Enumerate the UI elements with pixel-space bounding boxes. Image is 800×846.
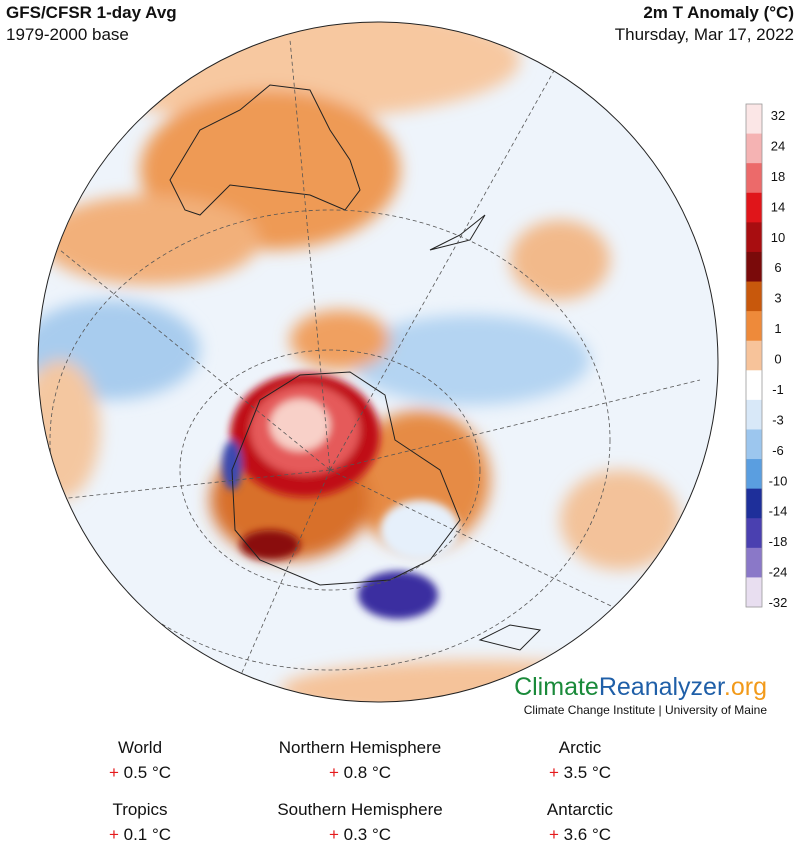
colorbar-segment xyxy=(746,488,762,519)
colorbar-segment xyxy=(746,370,762,401)
stats: World + 0.5 °C Northern Hemisphere + 0.8 °C… xyxy=(109,738,614,844)
stat-number: 0.5 °C xyxy=(124,763,171,782)
stat-number: 0.3 °C xyxy=(344,825,391,844)
colorbar-segment xyxy=(746,577,762,608)
stat-value: + 3.5 °C xyxy=(549,763,611,782)
stat-sign: + xyxy=(329,825,339,844)
colorbar-label: 1 xyxy=(774,321,781,336)
colorbar-label: -1 xyxy=(772,382,784,397)
stat-number: 0.1 °C xyxy=(124,825,171,844)
colorbar-segment xyxy=(746,222,762,253)
colorbar-segment xyxy=(746,547,762,578)
logo-subtitle: Climate Change Institute | University of… xyxy=(524,703,768,717)
colorbar-label: -6 xyxy=(772,443,784,458)
stat-sign: + xyxy=(109,825,119,844)
colorbar-label: 6 xyxy=(774,260,781,275)
stat-region: Arctic xyxy=(559,738,602,757)
logo-part: Reanalyzer xyxy=(599,673,725,701)
colorbar-frame xyxy=(745,103,763,608)
stat-number: 3.5 °C xyxy=(564,763,611,782)
colorbar-label: 18 xyxy=(771,169,785,184)
stat-value: + 0.1 °C xyxy=(109,825,171,844)
colorbar-segment xyxy=(746,340,762,371)
stat-number: 0.8 °C xyxy=(344,763,391,782)
colorbar-segment xyxy=(746,399,762,430)
colorbar-label: 0 xyxy=(774,352,781,367)
colorbar-segment xyxy=(746,251,762,283)
stat-region: Southern Hemisphere xyxy=(277,800,442,819)
colorbar-label: -24 xyxy=(769,565,788,580)
stat-region: World xyxy=(118,738,162,757)
colorbar-segment xyxy=(746,104,762,135)
stat-region: Tropics xyxy=(112,800,167,819)
stat-region: Northern Hemisphere xyxy=(279,738,442,757)
logo-part: .org xyxy=(724,673,767,701)
globe-map xyxy=(38,22,718,702)
stat-sign: + xyxy=(549,825,559,844)
logo: ClimateReanalyzer.org xyxy=(514,673,767,701)
stat-value: + 0.3 °C xyxy=(329,825,391,844)
colorbar-label: -18 xyxy=(769,534,788,549)
colorbar-label: 10 xyxy=(771,230,785,245)
colorbar-label: -3 xyxy=(772,412,784,427)
stat-sign: + xyxy=(329,763,339,782)
colorbar-label: -10 xyxy=(769,473,788,488)
colorbar-segment xyxy=(746,192,762,223)
colorbar-segment xyxy=(746,163,762,194)
colorbar-segment xyxy=(746,429,762,460)
colorbar-segment xyxy=(746,311,762,342)
stat-sign: + xyxy=(109,763,119,782)
colorbar-segment xyxy=(746,518,762,549)
colorbar-segment xyxy=(746,133,762,164)
colorbar-label: -14 xyxy=(769,504,788,519)
variable: 2m T Anomaly (°C) xyxy=(643,3,794,22)
stat-number: 3.6 °C xyxy=(564,825,611,844)
colorbar-segment xyxy=(746,281,762,312)
colorbar-label: 3 xyxy=(774,291,781,306)
colorbar-label: 32 xyxy=(771,108,785,123)
colorbar-segment xyxy=(746,459,762,490)
colorbar-label: 24 xyxy=(771,138,785,153)
logo-part: Climate xyxy=(514,673,599,701)
stat-sign: + xyxy=(549,763,559,782)
colorbar-label: -32 xyxy=(769,595,788,610)
globe-outline xyxy=(37,21,719,703)
stat-region: Antarctic xyxy=(547,800,614,819)
title: GFS/CFSR 1-day Avg xyxy=(6,3,177,22)
stat-value: + 0.5 °C xyxy=(109,763,171,782)
stat-value: + 0.8 °C xyxy=(329,763,391,782)
date: Thursday, Mar 17, 2022 xyxy=(615,25,794,44)
base-period: 1979-2000 base xyxy=(6,25,129,44)
colorbar-label: 14 xyxy=(771,199,785,214)
stat-value: + 3.6 °C xyxy=(549,825,611,844)
